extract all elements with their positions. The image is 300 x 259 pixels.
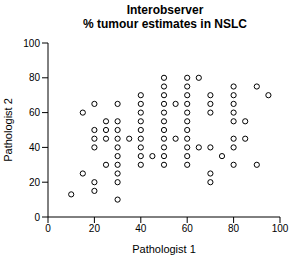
svg-text:Pathologist 2: Pathologist 2	[8, 98, 14, 162]
svg-text:0: 0	[34, 212, 40, 223]
svg-text:100: 100	[23, 38, 40, 49]
html-text:Interobserver: Interobserver	[126, 3, 204, 17]
svg-text:20: 20	[89, 223, 101, 234]
svg-text:0: 0	[45, 223, 51, 234]
svg-text:20: 20	[29, 177, 41, 188]
svg-text:Pathologist 1: Pathologist 1	[132, 243, 196, 255]
svg-text:40: 40	[135, 223, 147, 234]
svg-text:60: 60	[29, 107, 41, 118]
svg-text:80: 80	[228, 223, 240, 234]
svg-text:60: 60	[182, 223, 194, 234]
html-text:% tumour estimates in NSLC: % tumour estimates in NSLC	[83, 17, 247, 31]
svg-text:100: 100	[272, 223, 289, 234]
svg-text:40: 40	[29, 142, 41, 153]
svg-text:80: 80	[29, 72, 41, 83]
